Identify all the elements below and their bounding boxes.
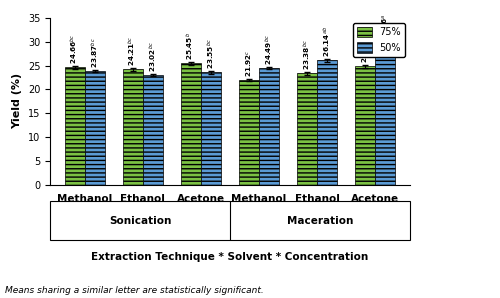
Bar xyxy=(85,71,105,185)
Text: 24.21$^{bc}$: 24.21$^{bc}$ xyxy=(127,36,138,66)
Bar xyxy=(180,63,201,185)
Text: Extraction Technique * Solvent * Concentration: Extraction Technique * Solvent * Concent… xyxy=(92,252,368,262)
Legend: 75%, 50%: 75%, 50% xyxy=(354,23,405,57)
Text: 23.38$^{bc}$: 23.38$^{bc}$ xyxy=(302,39,312,70)
Text: Means sharing a similar letter are statistically significant.: Means sharing a similar letter are stati… xyxy=(5,286,264,295)
Bar xyxy=(355,66,375,185)
Text: 29.46$^{a}$: 29.46$^{a}$ xyxy=(380,13,390,41)
Text: 26.14$^{ab}$: 26.14$^{ab}$ xyxy=(322,26,333,57)
Bar xyxy=(238,80,259,185)
Text: 24.49$^{bc}$: 24.49$^{bc}$ xyxy=(264,34,275,65)
Text: Sonication: Sonication xyxy=(109,215,171,226)
Bar xyxy=(201,72,222,185)
Text: Maceration: Maceration xyxy=(287,215,353,226)
Y-axis label: Yield (%): Yield (%) xyxy=(12,73,22,129)
Text: 24.83$^{bc}$: 24.83$^{bc}$ xyxy=(360,32,370,63)
Text: 23.87$^{bc}$: 23.87$^{bc}$ xyxy=(90,37,101,68)
Bar xyxy=(297,73,317,185)
Bar xyxy=(259,68,280,185)
Text: 21.92$^{c}$: 21.92$^{c}$ xyxy=(244,49,254,77)
Bar xyxy=(317,60,338,185)
Text: 24.66$^{bc}$: 24.66$^{bc}$ xyxy=(69,33,80,64)
Text: 23.02$^{bc}$: 23.02$^{bc}$ xyxy=(148,41,158,72)
Bar xyxy=(375,44,396,185)
Bar xyxy=(64,67,85,185)
Bar xyxy=(122,69,143,185)
Text: 23.55$^{bc}$: 23.55$^{bc}$ xyxy=(206,38,217,69)
Text: 25.45$^{b}$: 25.45$^{b}$ xyxy=(185,32,196,60)
Bar xyxy=(143,75,163,185)
